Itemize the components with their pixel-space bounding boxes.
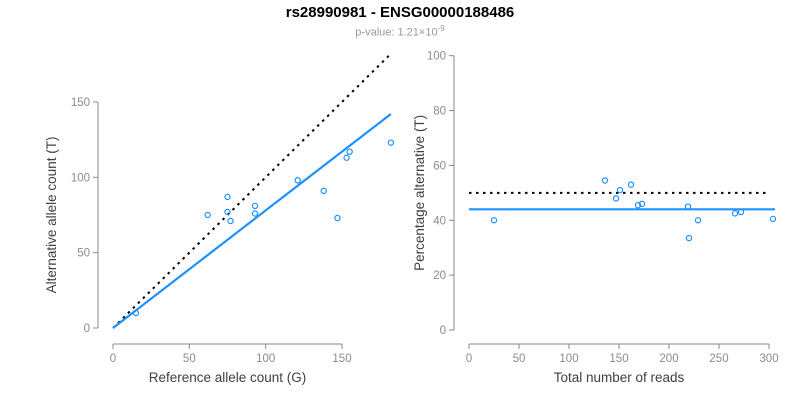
data-point (320, 187, 327, 195)
x-tick-label: 0 (466, 353, 472, 365)
x-tick-label: 100 (559, 353, 578, 365)
data-point (694, 217, 702, 224)
data-point (685, 234, 693, 242)
data-point (490, 217, 498, 224)
plot-subtitle: p-value: 1.21×10-9 (0, 22, 800, 40)
y-tick-label: 50 (77, 248, 90, 260)
data-point (346, 148, 353, 155)
y-tick-label: 150 (71, 97, 90, 109)
x-tick-label: 50 (513, 353, 526, 365)
data-point (731, 210, 739, 217)
data-point (387, 139, 395, 146)
plot-title: rs28990981 - ENSG00000188486 (285, 4, 515, 21)
x-tick-label: 150 (609, 353, 628, 365)
y-tick-label: 100 (427, 51, 446, 63)
x-tick-label: 250 (709, 353, 728, 365)
y-tick-label: 100 (71, 172, 90, 184)
left-plot: 0 50 100 150 0 50 100 150 Reference allele count… (44, 54, 395, 385)
data-point (251, 210, 259, 217)
data-point (334, 214, 341, 222)
x-tick-label: 200 (659, 353, 678, 365)
y-tick-label: 0 (440, 325, 446, 337)
y-tick-label: 0 (84, 323, 90, 335)
data-point (204, 211, 211, 219)
data-point (224, 193, 231, 201)
data-point (294, 177, 301, 184)
y-tick-label: 80 (433, 106, 446, 118)
data-point (601, 177, 609, 184)
data-point (343, 154, 350, 161)
pvalue-text: p-value: 1.21×10 (355, 26, 438, 39)
data-point (638, 200, 646, 208)
data-point (684, 203, 692, 210)
data-point (224, 208, 231, 216)
y-axis-title: Percentage alternative (T) (412, 115, 427, 271)
x-axis-title: Reference allele count (G) (149, 370, 307, 385)
identity-line (112, 54, 391, 329)
data-point (227, 217, 234, 225)
x-tick-label: 50 (183, 353, 196, 365)
figure-header: rs28990981 - ENSG00000188486 p-value: 1.… (0, 4, 800, 40)
right-plot: 0 20 40 60 80 100 0 50 100 150 200 250 300 Total numb… (412, 51, 779, 385)
data-point (251, 202, 259, 210)
fit-line (112, 113, 392, 329)
pvalue-exponent: -9 (437, 24, 445, 33)
data-point (612, 195, 620, 202)
y-tick-label: 60 (433, 160, 446, 172)
data-point (627, 181, 635, 188)
data-point (737, 208, 745, 216)
x-tick-label: 150 (332, 353, 351, 365)
data-point (769, 215, 777, 223)
data-point (616, 186, 624, 194)
x-tick-label: 300 (759, 353, 778, 365)
x-tick-label: 100 (256, 353, 275, 365)
data-point (634, 201, 642, 209)
x-tick-label: 0 (110, 353, 116, 365)
data-point (132, 309, 140, 317)
y-tick-label: 40 (433, 215, 446, 227)
y-axis-title: Alternative allele count (T) (44, 137, 59, 294)
x-axis-title: Total number of reads (554, 370, 685, 385)
y-tick-label: 20 (433, 270, 446, 282)
